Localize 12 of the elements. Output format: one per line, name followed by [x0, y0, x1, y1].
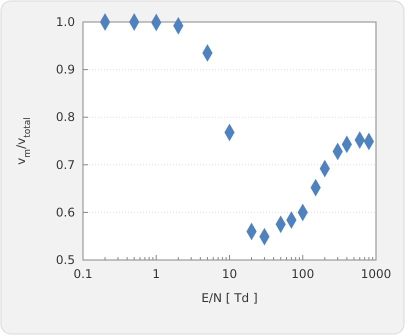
y-tick-label: 0.7: [56, 158, 75, 172]
x-axis-title: E/N [ Td ]: [201, 291, 258, 305]
x-tick-label: 10: [222, 267, 238, 281]
y-tick-label: 0.6: [56, 205, 75, 220]
y-tick-label: 0.5: [56, 253, 75, 267]
x-tick-label: 100: [291, 267, 314, 281]
y-tick-label: 0.8: [56, 110, 75, 124]
y-tick-label: 1.0: [56, 15, 75, 29]
y-tick-label: 0.9: [56, 62, 75, 77]
x-tick-label: 1: [152, 267, 160, 281]
x-tick-label: 0.1: [73, 267, 93, 281]
x-tick-label: 1000: [360, 267, 392, 281]
